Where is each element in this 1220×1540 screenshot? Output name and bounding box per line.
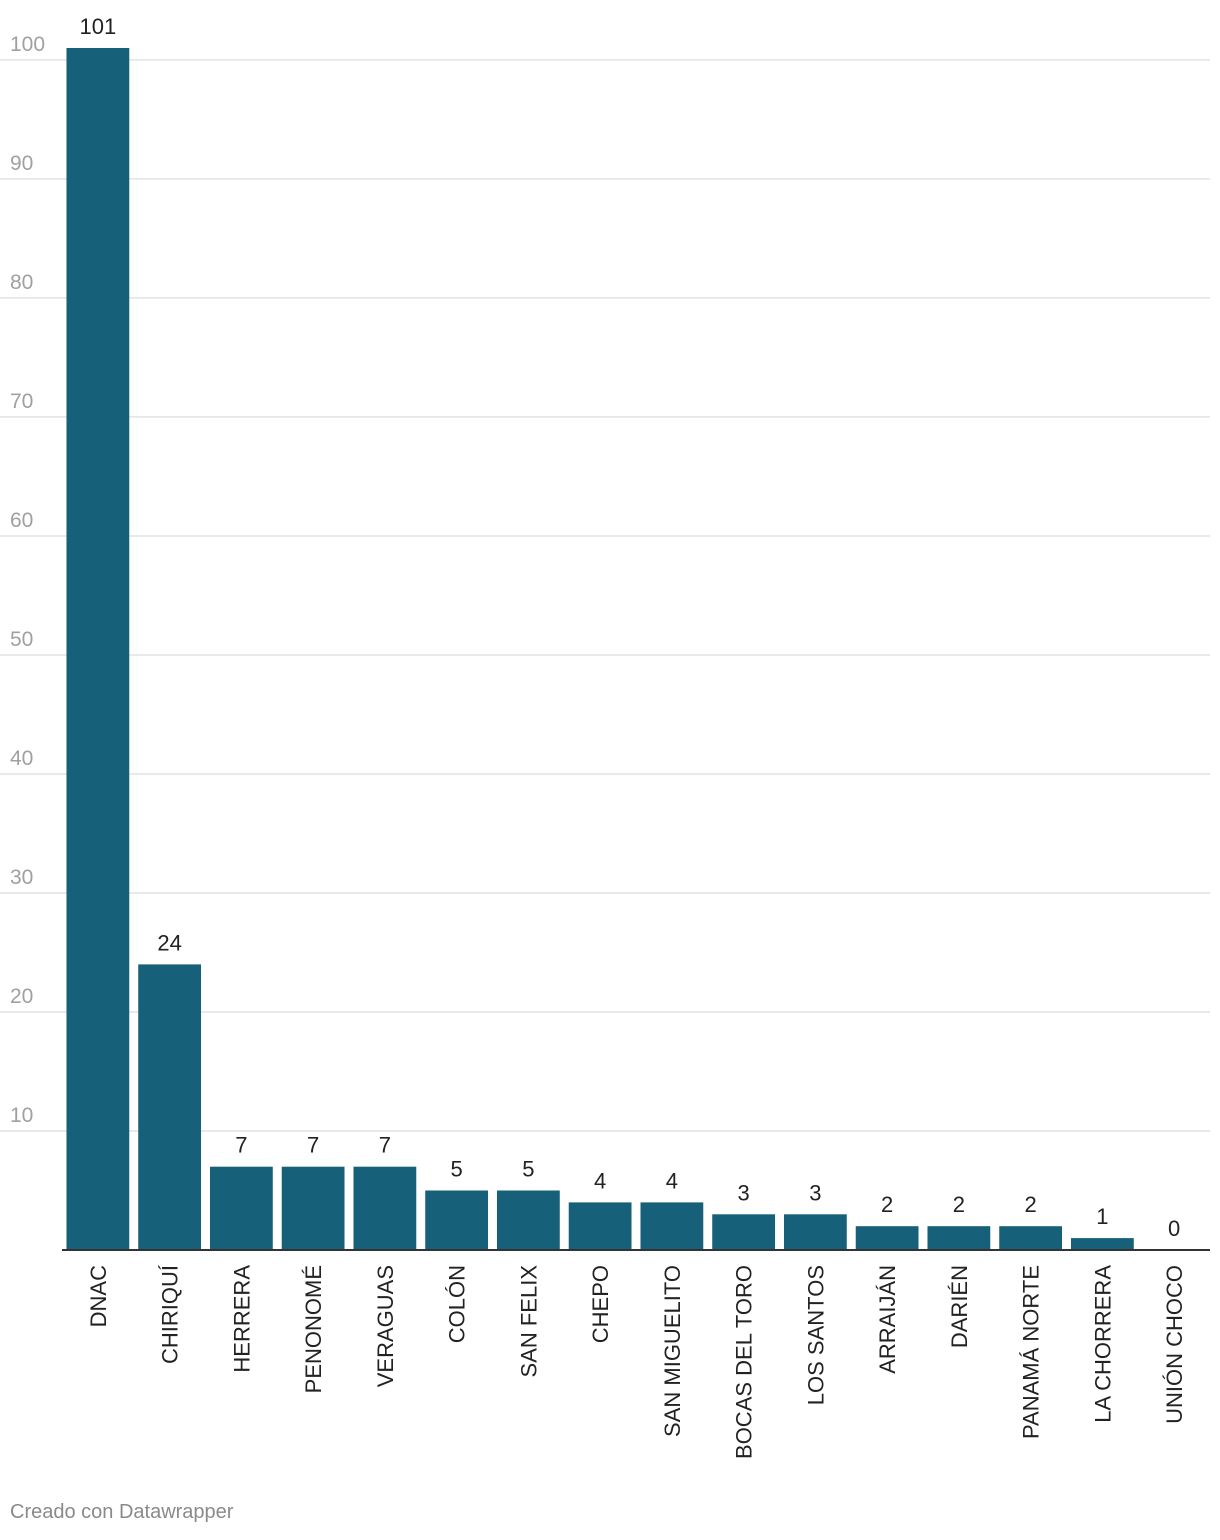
x-tick-label: VERAGUAS — [373, 1265, 398, 1387]
bar — [1070, 1238, 1134, 1250]
x-tick-label: LA CHORRERA — [1090, 1265, 1115, 1423]
bar — [783, 1214, 847, 1250]
y-tick-label: 90 — [10, 152, 33, 175]
bar-value-label: 101 — [80, 14, 117, 39]
bar-value-label: 2 — [881, 1192, 893, 1217]
bar-value-label: 5 — [451, 1156, 463, 1181]
x-tick-label: DARIÉN — [947, 1265, 972, 1348]
y-tick-label: 60 — [10, 509, 33, 532]
y-tick-label: 50 — [10, 628, 33, 651]
y-axis-ticks: 10 20 30 40 50 60 70 80 90 100 — [10, 33, 45, 1127]
bar-value-label: 7 — [307, 1133, 319, 1158]
y-tick-label: 20 — [10, 985, 33, 1008]
bar-value-label: 7 — [235, 1133, 247, 1158]
bar — [353, 1166, 417, 1250]
y-tick-label: 30 — [10, 866, 33, 889]
bar-value-label: 2 — [953, 1192, 965, 1217]
bar — [66, 48, 130, 1250]
bar-value-label: 1 — [1096, 1204, 1108, 1229]
bar-value-label: 3 — [809, 1180, 821, 1205]
bar — [999, 1226, 1063, 1250]
bar — [138, 964, 202, 1250]
bar-value-label: 4 — [594, 1168, 606, 1193]
bar-value-label: 5 — [522, 1156, 534, 1181]
bar — [568, 1202, 632, 1250]
bar-value-label: 24 — [157, 930, 181, 955]
x-tick-label: PANAMÁ NORTE — [1019, 1265, 1044, 1439]
x-tick-label: SAN FELIX — [516, 1265, 541, 1378]
y-tick-label: 80 — [10, 271, 33, 294]
bar-value-label: 3 — [738, 1180, 750, 1205]
bar — [640, 1202, 704, 1250]
x-tick-label: DNAC — [86, 1265, 111, 1327]
bar — [425, 1190, 489, 1250]
y-tick-label: 10 — [10, 1104, 33, 1127]
bar — [927, 1226, 991, 1250]
bar-value-label: 0 — [1168, 1216, 1180, 1241]
x-tick-label: CHIRIQUÍ — [158, 1264, 183, 1364]
x-axis-labels: DNAC CHIRIQUÍ HERRERA PENONOMÉ VERAGUAS COLÓN… — [86, 1264, 1187, 1459]
bar — [712, 1214, 776, 1250]
x-tick-label: HERRERA — [229, 1265, 254, 1373]
y-tick-label: 70 — [10, 390, 33, 413]
x-tick-label: CHEPO — [588, 1265, 613, 1343]
footer-credit: Creado con Datawrapper — [10, 1501, 234, 1523]
bar-value-label: 7 — [379, 1133, 391, 1158]
x-tick-label: UNIÓN CHOCO — [1162, 1265, 1187, 1424]
bars — [66, 48, 1134, 1250]
bar — [496, 1190, 560, 1250]
x-tick-label: BOCAS DEL TORO — [732, 1265, 757, 1459]
y-tick-label: 40 — [10, 747, 33, 770]
bar — [855, 1226, 919, 1250]
x-tick-label: SAN MIGUELITO — [660, 1265, 685, 1437]
grid-lines — [0, 59, 1210, 1132]
y-tick-label: 100 — [10, 33, 45, 56]
bar — [209, 1166, 273, 1250]
x-tick-label: COLÓN — [445, 1265, 470, 1343]
x-tick-label: ARRAIJÁN — [875, 1265, 900, 1374]
bar — [281, 1166, 345, 1250]
x-tick-label: PENONOMÉ — [301, 1265, 326, 1393]
bar-value-label: 4 — [666, 1168, 678, 1193]
bar-value-label: 2 — [1025, 1192, 1037, 1217]
x-tick-label: LOS SANTOS — [803, 1265, 828, 1405]
value-labels: 101 24 7 7 7 5 5 4 4 3 3 2 2 2 1 0 — [80, 14, 1181, 1241]
